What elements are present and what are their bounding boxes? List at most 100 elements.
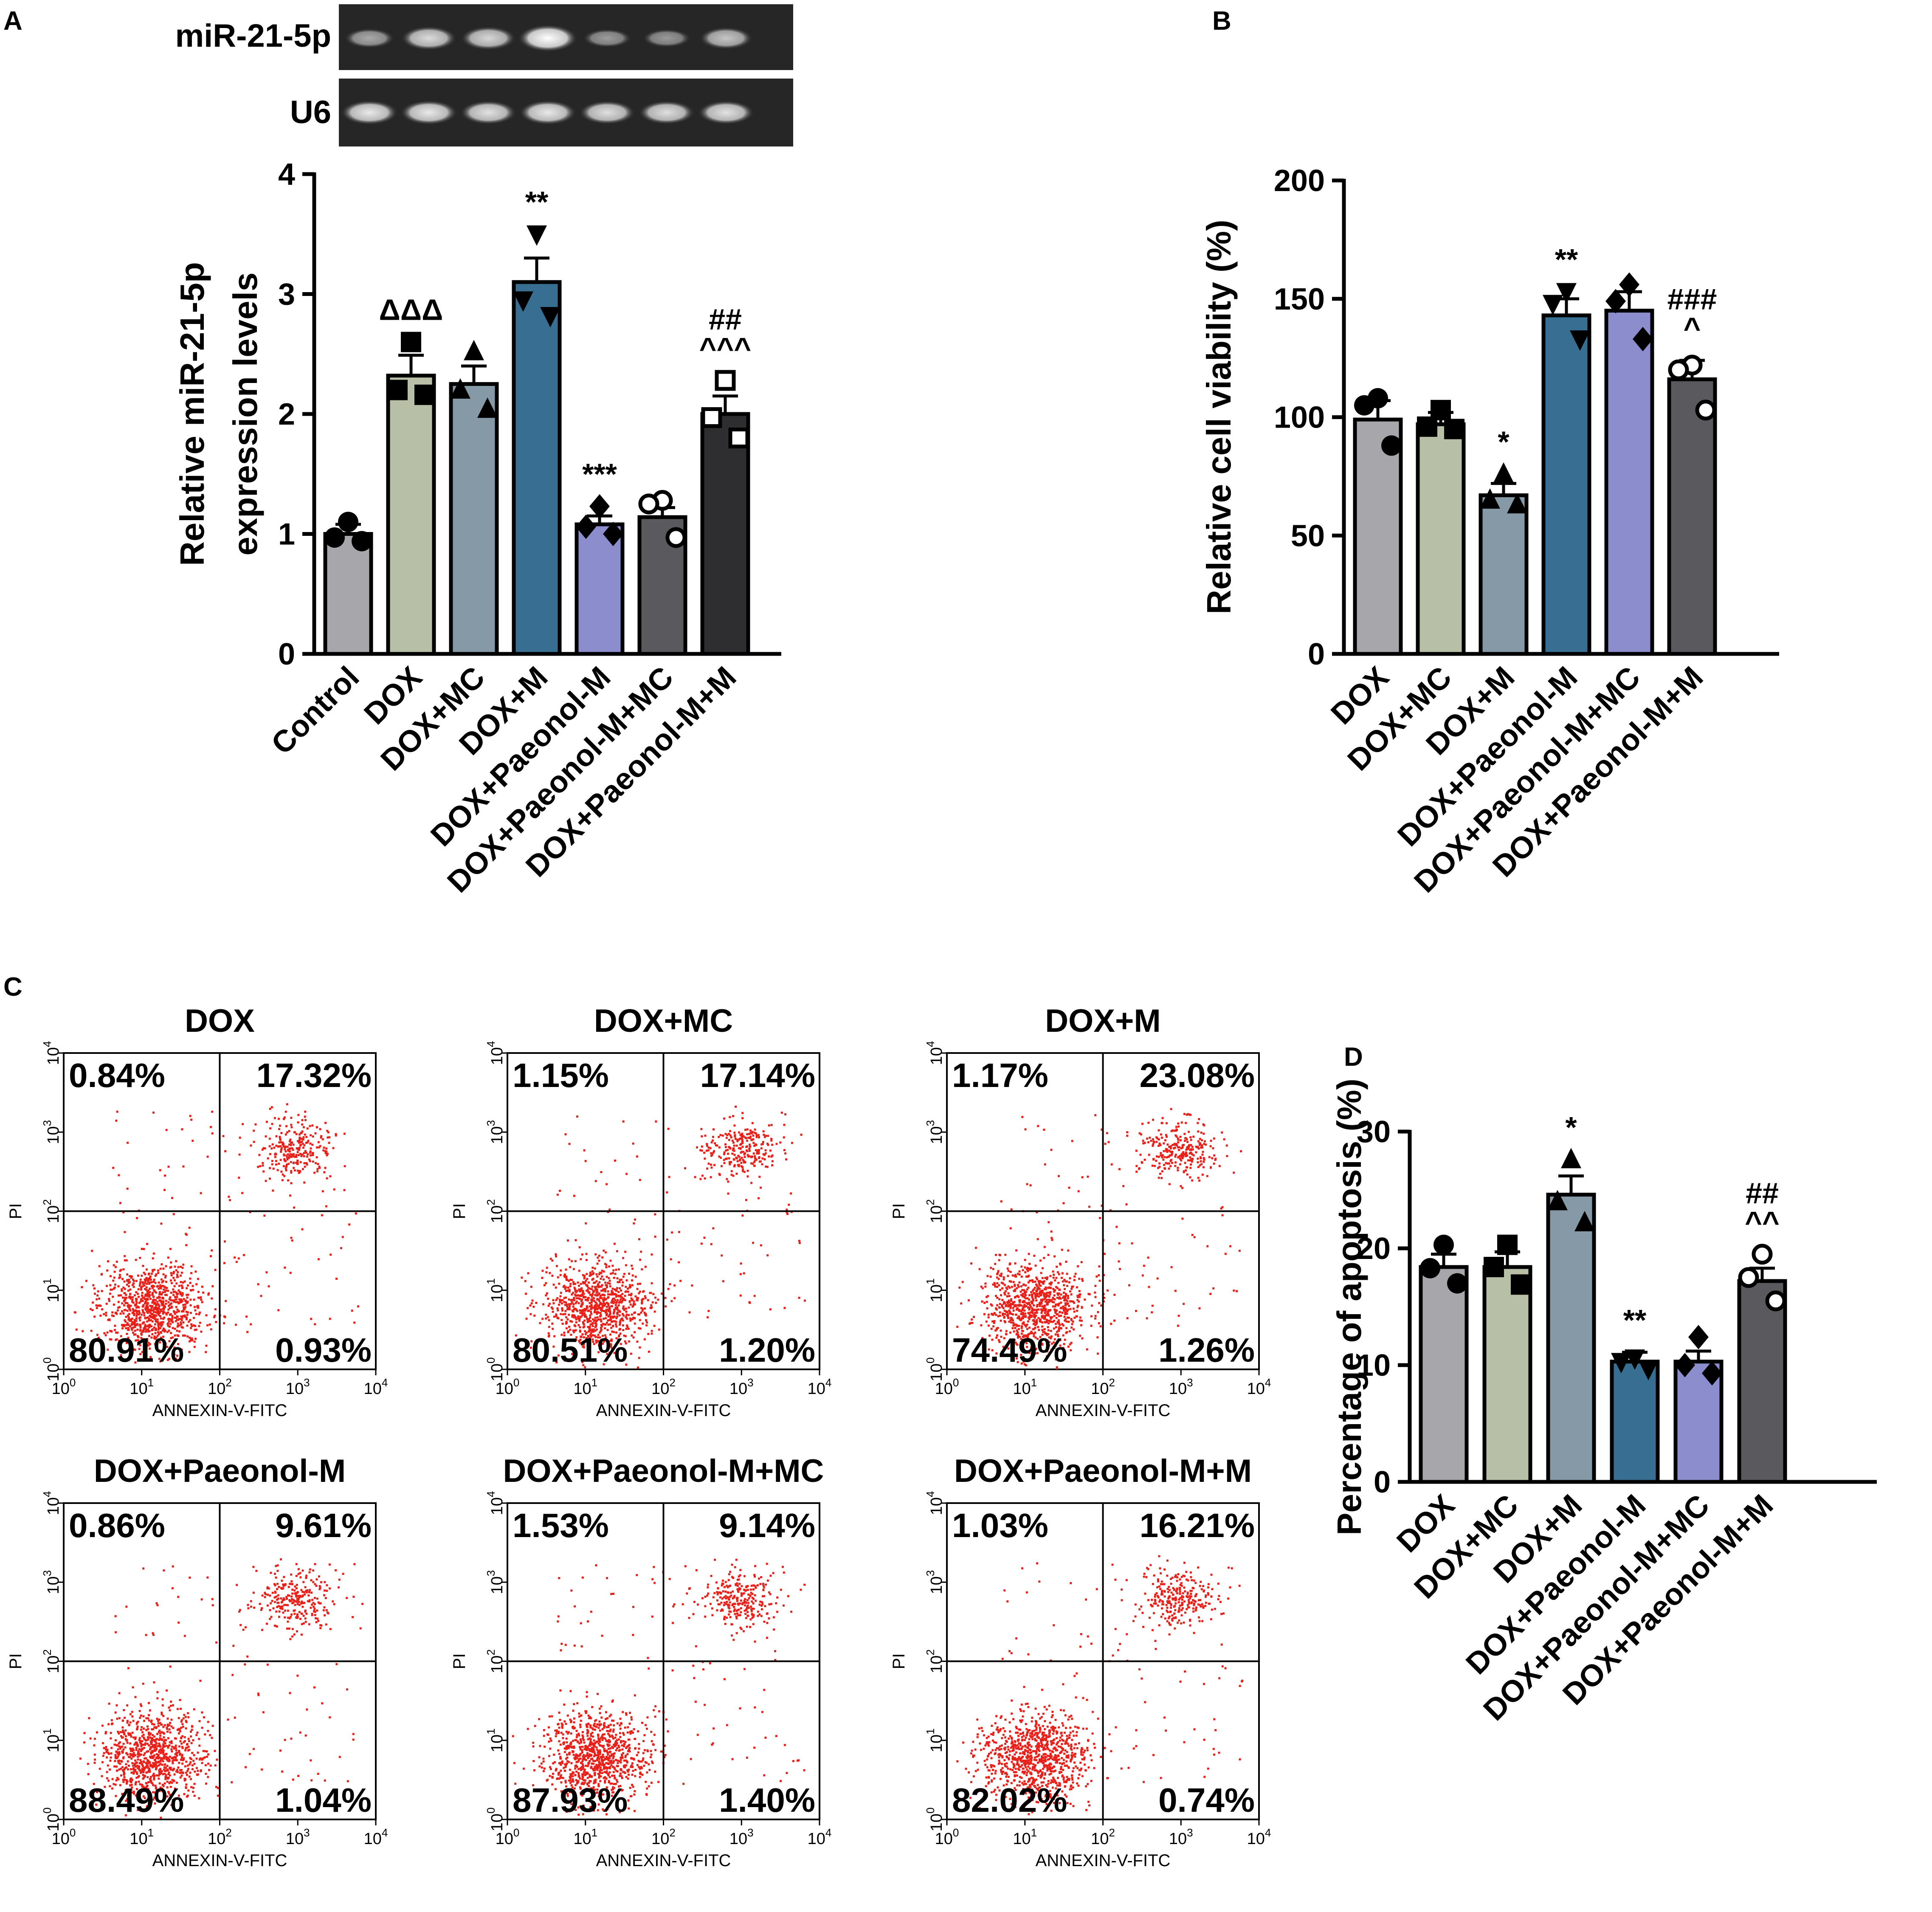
flow-dot: [1186, 1140, 1189, 1143]
flow-dot: [1070, 1318, 1073, 1320]
flow-dot: [1202, 1151, 1204, 1153]
flow-dot: [112, 1279, 115, 1282]
flow-dot: [141, 1726, 143, 1729]
flow-dot: [980, 1285, 983, 1288]
flow-dot: [1061, 1272, 1064, 1275]
flow-dot: [288, 1130, 290, 1132]
flow-dot: [188, 1321, 190, 1323]
y-tick-label: 102: [41, 1199, 62, 1223]
flow-dot: [579, 1326, 581, 1329]
flow-dot: [1008, 1321, 1011, 1323]
flow-dot: [140, 1740, 142, 1742]
flow-dot: [117, 1285, 120, 1287]
flow-dot: [1236, 1290, 1238, 1293]
flow-dot: [960, 1302, 963, 1305]
flow-dot: [139, 1783, 141, 1785]
flow-dot: [180, 1719, 183, 1721]
flow-dot: [145, 1771, 148, 1774]
flow-dot: [1198, 1179, 1201, 1182]
flow-dot: [299, 1141, 301, 1144]
flow-dot: [1053, 1308, 1056, 1311]
flow-dot: [601, 1275, 603, 1278]
flow-dot: [1031, 1279, 1034, 1281]
flow-dot: [168, 1782, 171, 1785]
flow-dot: [1159, 1144, 1162, 1146]
flow-dot: [142, 1330, 145, 1333]
flow-dot: [1106, 1132, 1108, 1135]
data-point: [1638, 1360, 1659, 1380]
flow-dot: [625, 1173, 628, 1175]
flow-dot: [606, 1321, 608, 1324]
flow-dot: [146, 1743, 149, 1745]
flow-dot: [75, 1328, 78, 1331]
flow-dot: [191, 1339, 194, 1341]
flow-dot: [981, 1287, 984, 1290]
flow-dot: [1184, 1162, 1186, 1164]
flow-dot: [1135, 1165, 1138, 1167]
flow-dot: [986, 1307, 989, 1309]
flow-dot: [180, 1298, 183, 1301]
flow-dot: [1171, 1162, 1174, 1164]
flow-dot: [546, 1292, 548, 1295]
flow-dot: [745, 1146, 748, 1148]
flow-dot: [262, 1162, 264, 1164]
flow-dot: [1048, 1336, 1050, 1339]
flow-dot: [701, 1135, 703, 1138]
flow-dot: [263, 1214, 266, 1217]
flow-dot: [1008, 1295, 1011, 1297]
flow-dot: [707, 1309, 710, 1312]
flow-dot: [190, 1327, 192, 1329]
flow-dot: [139, 1759, 142, 1761]
flow-dot: [139, 1703, 142, 1706]
flow-dot: [586, 1284, 589, 1287]
flow-dot: [1000, 1200, 1003, 1202]
flow-dot: [170, 1740, 173, 1743]
flow-dot: [586, 1318, 589, 1321]
flow-dot: [317, 1258, 320, 1261]
flow-dot: [129, 1325, 132, 1327]
y-axis-label: PI: [450, 1203, 469, 1219]
flow-dot: [1038, 1282, 1040, 1284]
flow-dot: [994, 1285, 997, 1288]
flow-dot: [146, 1766, 149, 1769]
flow-dot: [1058, 1321, 1060, 1324]
flow-dot: [151, 1287, 154, 1289]
flow-dot: [1045, 1319, 1048, 1321]
flow-dot: [137, 1274, 140, 1277]
flow-dot: [138, 1312, 141, 1314]
flow-dot: [261, 1148, 264, 1151]
flow-dot: [1073, 1310, 1076, 1313]
flow-dot: [179, 1730, 181, 1732]
flow-dot: [575, 1294, 577, 1297]
flow-dot: [601, 1325, 603, 1328]
flow-dot: [192, 1791, 194, 1793]
flow-dot: [149, 1732, 152, 1735]
flow-dot: [1063, 1315, 1066, 1318]
flow-dot: [1202, 1123, 1205, 1126]
flow-dot: [580, 1258, 582, 1261]
flow-dot: [139, 1326, 142, 1329]
data-point: [1543, 295, 1563, 315]
flow-dot: [144, 1282, 146, 1284]
flow-dot: [124, 1296, 127, 1299]
flow-dot: [611, 1264, 614, 1267]
flow-dot: [986, 1296, 988, 1298]
flow-dot: [180, 1771, 183, 1774]
flow-dot: [1048, 1301, 1050, 1304]
flow-dot: [625, 1313, 628, 1316]
flow-dot: [152, 1762, 155, 1764]
flow-dot: [121, 1793, 124, 1795]
flow-dot: [130, 1771, 133, 1774]
flow-dot: [615, 1293, 617, 1296]
flow-dot: [194, 1309, 197, 1312]
flow-dot: [530, 1286, 532, 1288]
flow-dot: [151, 1766, 154, 1768]
flow-dot: [712, 1139, 714, 1142]
flow-dot: [583, 1325, 586, 1328]
flow-dot: [608, 1314, 611, 1316]
flow-dot: [131, 1321, 134, 1323]
flow-dot: [699, 1178, 702, 1180]
flow-dot: [118, 1741, 121, 1743]
flow-dot: [758, 1176, 761, 1178]
flow-dot: [191, 1337, 193, 1340]
